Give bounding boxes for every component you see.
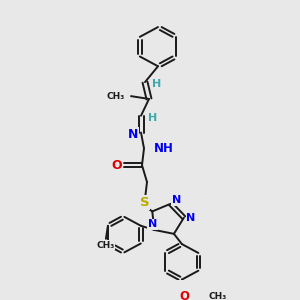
- Text: O: O: [179, 290, 189, 300]
- Text: O: O: [112, 159, 122, 172]
- Text: NH: NH: [154, 142, 174, 155]
- Text: S: S: [140, 196, 150, 209]
- Text: CH₃: CH₃: [107, 92, 125, 100]
- Text: N: N: [172, 195, 181, 205]
- Text: N: N: [186, 213, 196, 223]
- Text: N: N: [128, 128, 138, 141]
- Text: H: H: [148, 112, 158, 123]
- Text: H: H: [152, 79, 162, 89]
- Text: CH₃: CH₃: [97, 241, 115, 250]
- Text: CH₃: CH₃: [209, 292, 227, 300]
- Text: N: N: [148, 219, 157, 230]
